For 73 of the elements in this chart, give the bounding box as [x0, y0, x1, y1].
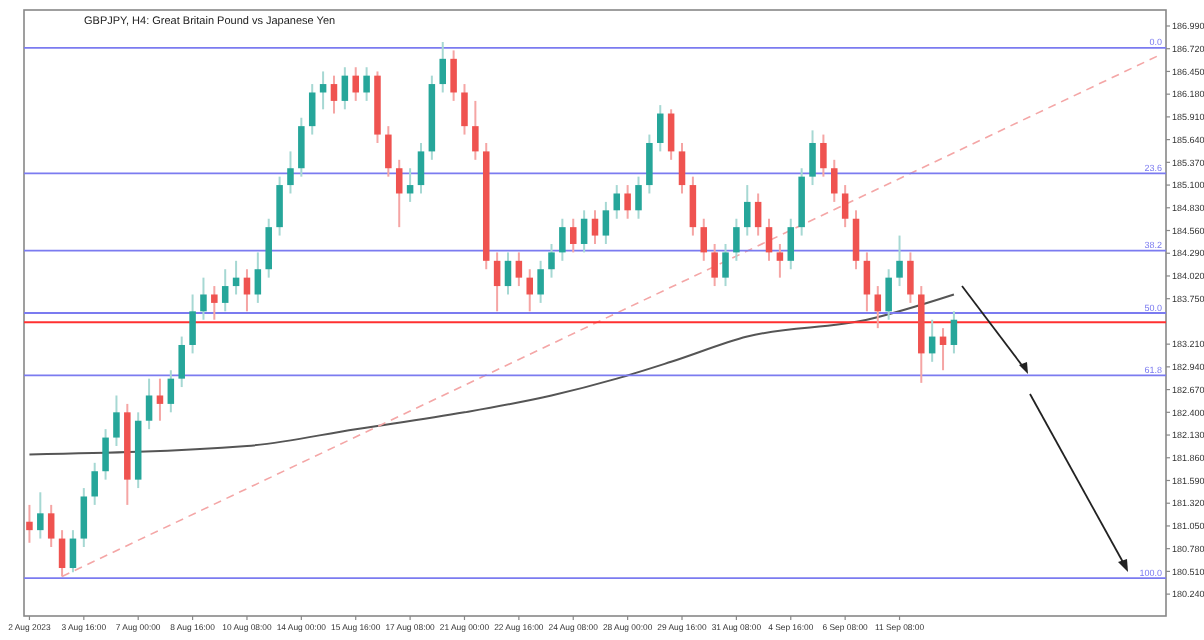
- candlestick: [178, 335, 185, 389]
- candlestick: [352, 66, 359, 102]
- candlestick: [635, 175, 642, 220]
- candlestick: [580, 209, 588, 254]
- candlestick: [341, 66, 349, 111]
- candlestick: [809, 129, 816, 187]
- candlestick: [156, 377, 164, 422]
- candlestick: [591, 209, 599, 245]
- candlestick: [863, 251, 871, 313]
- candlestick: [287, 150, 294, 195]
- candlestick: [744, 184, 751, 237]
- candlestick: [145, 377, 153, 431]
- candlestick: [504, 251, 512, 296]
- candlestick: [852, 209, 860, 271]
- candlestick: [678, 141, 686, 195]
- candlestick: [439, 40, 446, 94]
- candlestick: [602, 200, 610, 245]
- candlestick: [787, 217, 795, 271]
- candlestick: [754, 192, 762, 237]
- candlestick: [417, 141, 425, 195]
- candlestick: [69, 529, 77, 574]
- candlestick: [700, 217, 708, 262]
- candlestick: [298, 116, 305, 178]
- candlestick: [526, 268, 534, 313]
- candlestick: [559, 217, 566, 262]
- candlestick: [47, 503, 55, 548]
- candlestick: [221, 268, 229, 313]
- candlestick: [37, 491, 44, 540]
- candlestick: [254, 251, 262, 304]
- candlestick: [265, 217, 272, 279]
- candlestick: [363, 66, 370, 102]
- candlestick: [765, 217, 773, 262]
- candlestick: [733, 217, 740, 262]
- candlestick: [537, 259, 544, 304]
- candlestick: [711, 242, 718, 288]
- candlestick: [450, 49, 457, 102]
- candlestick: [646, 133, 653, 195]
- candlestick: [189, 293, 196, 355]
- candlestick: [308, 83, 316, 136]
- candlestick: [950, 310, 958, 355]
- candlestick: [656, 104, 664, 153]
- candlestick: [276, 175, 283, 237]
- candlestick: [776, 242, 784, 279]
- candlestick: [493, 251, 501, 313]
- candlestick: [385, 125, 392, 178]
- candlestick: [102, 428, 109, 481]
- candlestick: [461, 83, 468, 136]
- candlestick: [624, 184, 631, 220]
- candlestick: [472, 99, 479, 161]
- candlestick: [330, 74, 338, 115]
- candlestick: [548, 242, 555, 279]
- candlestick: [874, 285, 882, 330]
- candlestick: [689, 175, 697, 237]
- candlestick: [831, 158, 838, 203]
- candlestick: [722, 242, 729, 288]
- candlestick: [91, 461, 98, 506]
- candlestick: [569, 217, 577, 254]
- candlestick: [395, 158, 403, 229]
- candlestick: [667, 108, 675, 161]
- candlestick: [167, 369, 175, 414]
- candlestick: [841, 184, 849, 229]
- candlestick: [820, 133, 827, 178]
- candlestick: [211, 285, 218, 321]
- candlestick: [896, 234, 903, 288]
- candlestick: [200, 276, 207, 321]
- candlestick: [907, 251, 914, 304]
- line-series: [28, 293, 955, 456]
- candlestick: [113, 394, 120, 447]
- candlestick: [80, 487, 88, 548]
- candlestick: [613, 184, 621, 220]
- candlestick: [26, 503, 33, 544]
- candlestick: [885, 268, 892, 321]
- candlestick: [515, 251, 523, 288]
